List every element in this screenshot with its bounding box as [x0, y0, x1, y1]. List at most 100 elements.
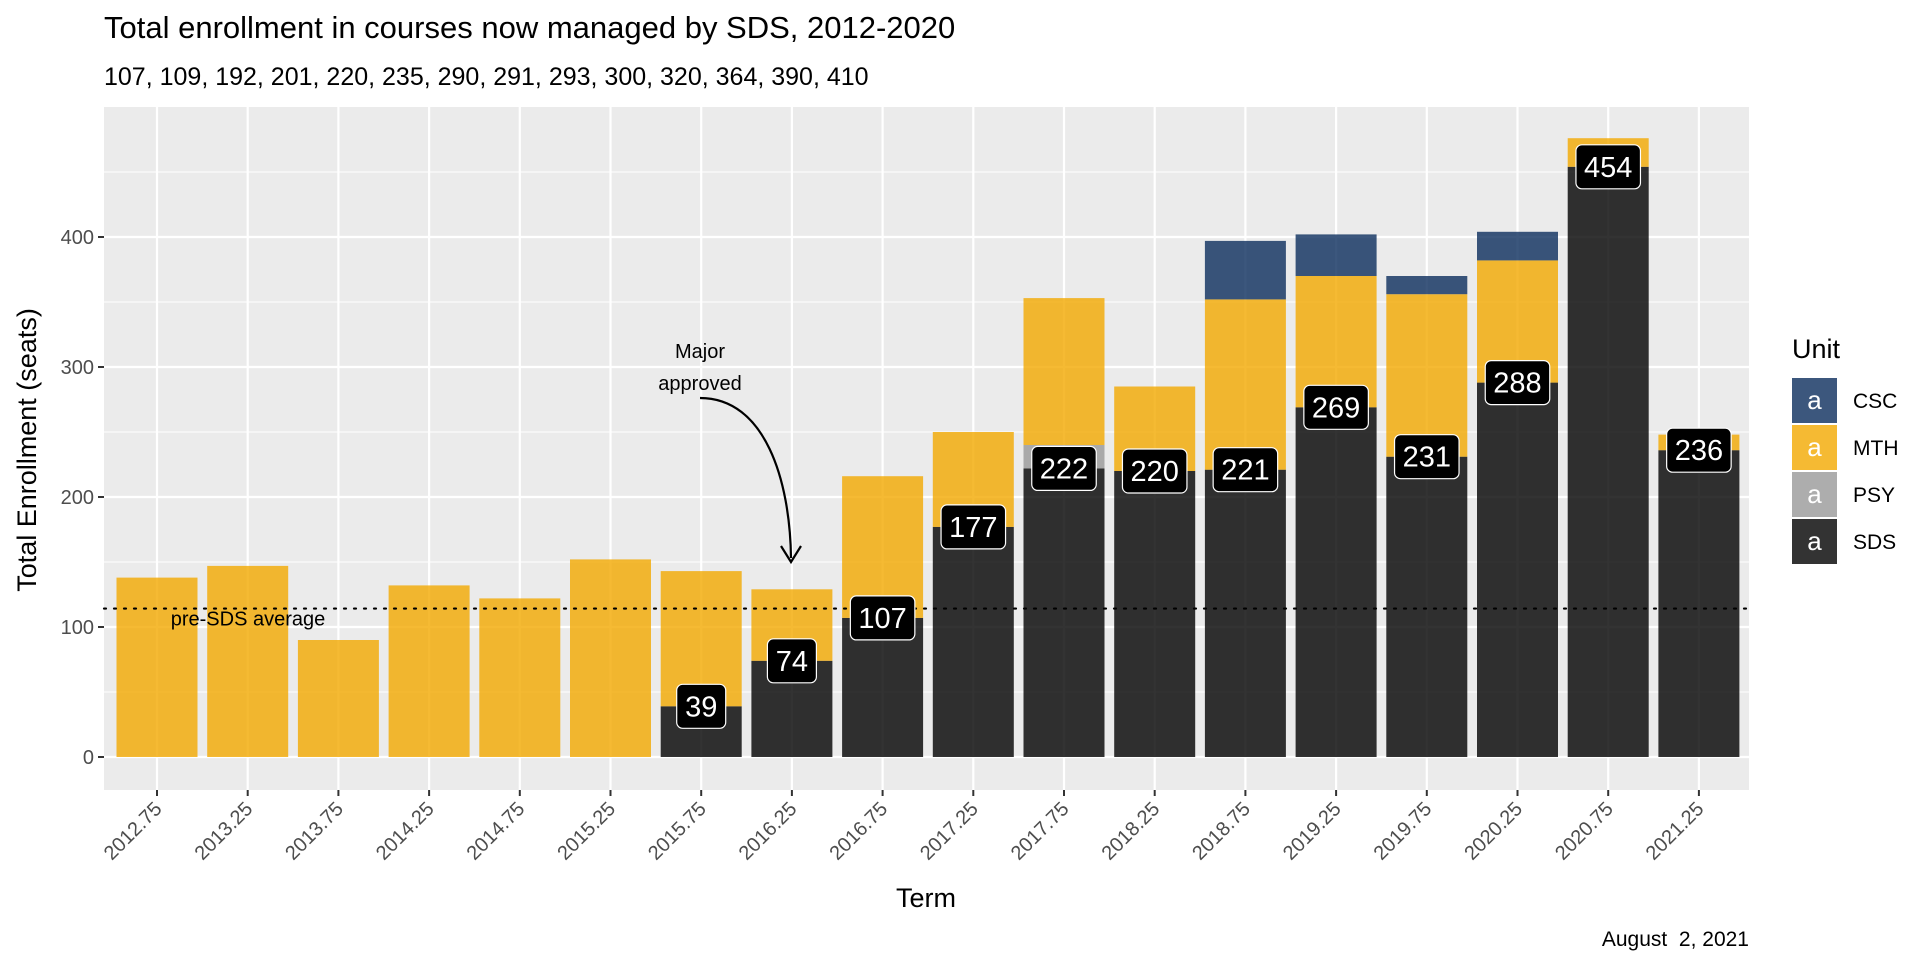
bar-label-2015.75: 39 — [676, 683, 727, 729]
bar-label-box — [1484, 360, 1551, 406]
legend-item-sds: a SDS — [1792, 519, 1896, 564]
bar-mth-2019.75 — [1386, 294, 1468, 457]
bar-label-box — [1121, 448, 1188, 494]
annotation-line-1: Major — [675, 341, 725, 363]
x-tick-label: 2012.75 — [100, 798, 167, 865]
y-tick-label: 400 — [61, 227, 94, 249]
bar-label-box — [1212, 447, 1279, 493]
legend-label: PSY — [1853, 484, 1895, 507]
bar-mth-2017.75 — [1023, 298, 1105, 445]
legend-key-glyph: a — [1807, 432, 1822, 462]
x-tick-label: 2017.25 — [916, 798, 983, 865]
annotation-line-2: approved — [658, 373, 741, 395]
bar-label-text: 454 — [1584, 152, 1632, 184]
legend-key — [1792, 378, 1837, 423]
x-tick-label: 2018.25 — [1098, 798, 1165, 865]
legend-item-psy: a PSY — [1792, 472, 1895, 517]
bar-sds-2018.25 — [1114, 471, 1196, 757]
x-axis-title: Term — [896, 883, 956, 913]
y-tick-label: 200 — [61, 487, 94, 509]
bar-label-box — [766, 638, 818, 684]
legend-key — [1792, 472, 1837, 517]
bar-label-text: 231 — [1403, 442, 1451, 474]
x-tick-label: 2015.25 — [553, 798, 620, 865]
bar-label-2020.25: 288 — [1484, 360, 1551, 406]
legend-key — [1792, 425, 1837, 470]
bar-label-box — [1031, 445, 1097, 491]
legend-title: Unit — [1792, 334, 1841, 364]
legend-label: MTH — [1853, 437, 1899, 460]
x-tick-label: 2020.75 — [1551, 798, 1618, 865]
bar-label-box — [1303, 384, 1369, 430]
bar-sds-2021.25 — [1658, 450, 1740, 757]
bar-csc-2018.75 — [1204, 240, 1286, 300]
legend-key-glyph: a — [1807, 526, 1822, 556]
y-tick-label: 300 — [61, 357, 94, 379]
bar-csc-2019.75 — [1386, 276, 1468, 295]
annotation: Major approved — [658, 341, 802, 565]
x-axis: 2012.75 2013.25 2013.75 2014.25 2014.75 2015.… — [100, 790, 1709, 865]
reference-line-label: pre-SDS average — [171, 609, 326, 631]
chart-subtitle: 107, 109, 192, 201, 220, 235, 290, 291, … — [104, 63, 869, 91]
bar-mth-2012.75 — [116, 577, 198, 757]
chart-title: Total enrollment in courses now managed … — [104, 10, 955, 45]
bar-mth-2015.25 — [570, 559, 651, 757]
bar-sds-2018.75 — [1204, 469, 1286, 757]
y-axis-title: Total Enrollment (seats) — [12, 308, 42, 592]
bar-sds-2016.75 — [842, 617, 924, 757]
x-tick-label: 2018.75 — [1188, 798, 1255, 865]
bar-csc-2019.25 — [1295, 234, 1377, 276]
legend: Unit a CSC a MTH a PSY a SDS — [1792, 334, 1899, 564]
legend-key — [1792, 519, 1837, 564]
bar-csc-2020.25 — [1477, 231, 1558, 261]
bar-label-box — [849, 595, 916, 641]
bar-label-2021.25: 236 — [1666, 427, 1732, 473]
bar-label-2016.25: 74 — [766, 638, 818, 684]
bar-label-2017.25: 177 — [940, 504, 1007, 550]
legend-key-glyph: a — [1807, 479, 1822, 509]
bar-label-text: 220 — [1131, 456, 1179, 488]
bar-sds-2017.75 — [1023, 468, 1105, 757]
bar-label-text: 74 — [776, 646, 808, 678]
bar-label-2018.25: 220 — [1121, 448, 1188, 494]
bar-label-text: 39 — [685, 691, 717, 723]
bar-label-2018.75: 221 — [1212, 447, 1279, 493]
bar-label-text: 288 — [1493, 368, 1541, 400]
bar-labels: 39 74 107 177 222 220 221 269 231 288 454 236 — [676, 144, 1732, 729]
bar-label-2016.75: 107 — [849, 595, 916, 641]
bar-label-2020.75: 454 — [1575, 144, 1642, 190]
bar-label-box — [1666, 427, 1732, 473]
bar-mth-2013.75 — [297, 640, 379, 757]
legend-key-glyph: a — [1807, 385, 1822, 415]
legend-item-csc: a CSC — [1792, 378, 1897, 423]
legend-label: CSC — [1853, 390, 1897, 413]
bar-sds-2019.25 — [1295, 407, 1377, 757]
x-tick-label: 2021.25 — [1642, 798, 1709, 865]
bar-sds-2020.25 — [1477, 382, 1558, 757]
bar-label-box — [676, 683, 727, 729]
x-tick-label: 2016.25 — [735, 798, 802, 865]
y-tick-label: 100 — [61, 617, 94, 639]
bar-label-2017.75: 222 — [1031, 445, 1097, 491]
bar-mth-2013.25 — [207, 565, 289, 757]
y-axis: 0 100 200 300 400 — [61, 227, 104, 769]
bar-label-text: 222 — [1040, 453, 1088, 485]
x-tick-label: 2020.25 — [1460, 798, 1527, 865]
x-tick-label: 2019.25 — [1279, 798, 1346, 865]
bar-label-text: 177 — [949, 512, 997, 544]
caption: August 2, 2021 — [1602, 928, 1749, 951]
x-tick-label: 2015.75 — [644, 798, 711, 865]
bar-sds-2020.75 — [1567, 166, 1649, 758]
bars — [116, 138, 1740, 758]
bar-label-text: 269 — [1312, 392, 1360, 424]
x-tick-label: 2013.75 — [281, 798, 348, 865]
bar-mth-2018.75 — [1204, 299, 1286, 470]
x-tick-label: 2013.25 — [191, 798, 258, 865]
x-tick-label: 2014.75 — [463, 798, 530, 865]
bar-mth-2014.75 — [479, 598, 561, 757]
legend-label: SDS — [1853, 531, 1896, 554]
bar-label-box — [1393, 434, 1460, 480]
y-tick-label: 0 — [83, 747, 94, 769]
